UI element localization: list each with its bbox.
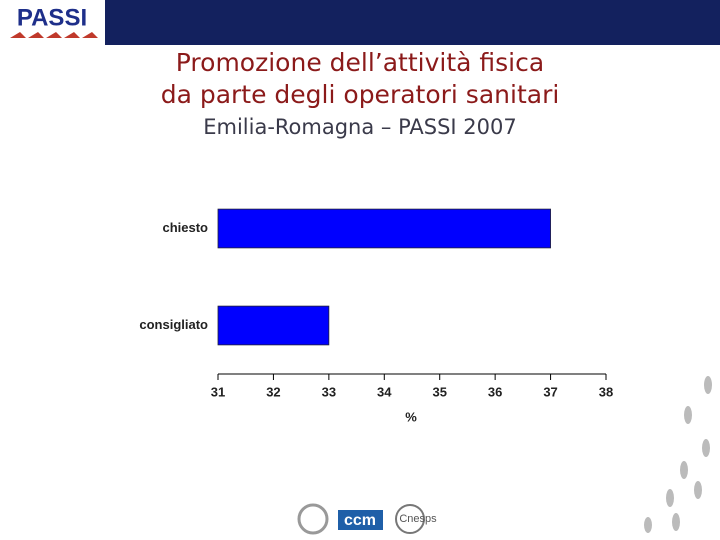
footer-logo: ccm (344, 512, 376, 529)
footprints (644, 376, 712, 533)
footer-logo-mark (395, 504, 425, 534)
logo: PASSI (17, 4, 87, 31)
footer-logo: Cnesps (399, 513, 437, 525)
bar (217, 208, 551, 249)
logo-decoration (10, 32, 98, 38)
footer-logo-mark (297, 503, 329, 535)
y-tick-label: consigliato (139, 317, 208, 332)
footer-logo-box (338, 510, 383, 530)
x-axis-label: % (405, 409, 417, 424)
bar (217, 305, 330, 346)
x-tick-label: 34 (377, 384, 392, 399)
header-bar (105, 0, 720, 45)
x-tick-label: 33 (322, 384, 336, 399)
subtitle: Emilia-Romagna – PASSI 2007 (203, 115, 517, 139)
title-line: Promozione dell’attività fisica (176, 48, 544, 77)
x-tick-label: 37 (543, 384, 557, 399)
x-tick-label: 35 (432, 384, 446, 399)
x-tick-label: 36 (488, 384, 502, 399)
y-tick-label: chiesto (162, 220, 208, 235)
x-tick-label: 38 (599, 384, 613, 399)
title-line: da parte degli operatori sanitari (161, 80, 560, 109)
x-tick-label: 31 (211, 384, 225, 399)
x-tick-label: 32 (266, 384, 280, 399)
